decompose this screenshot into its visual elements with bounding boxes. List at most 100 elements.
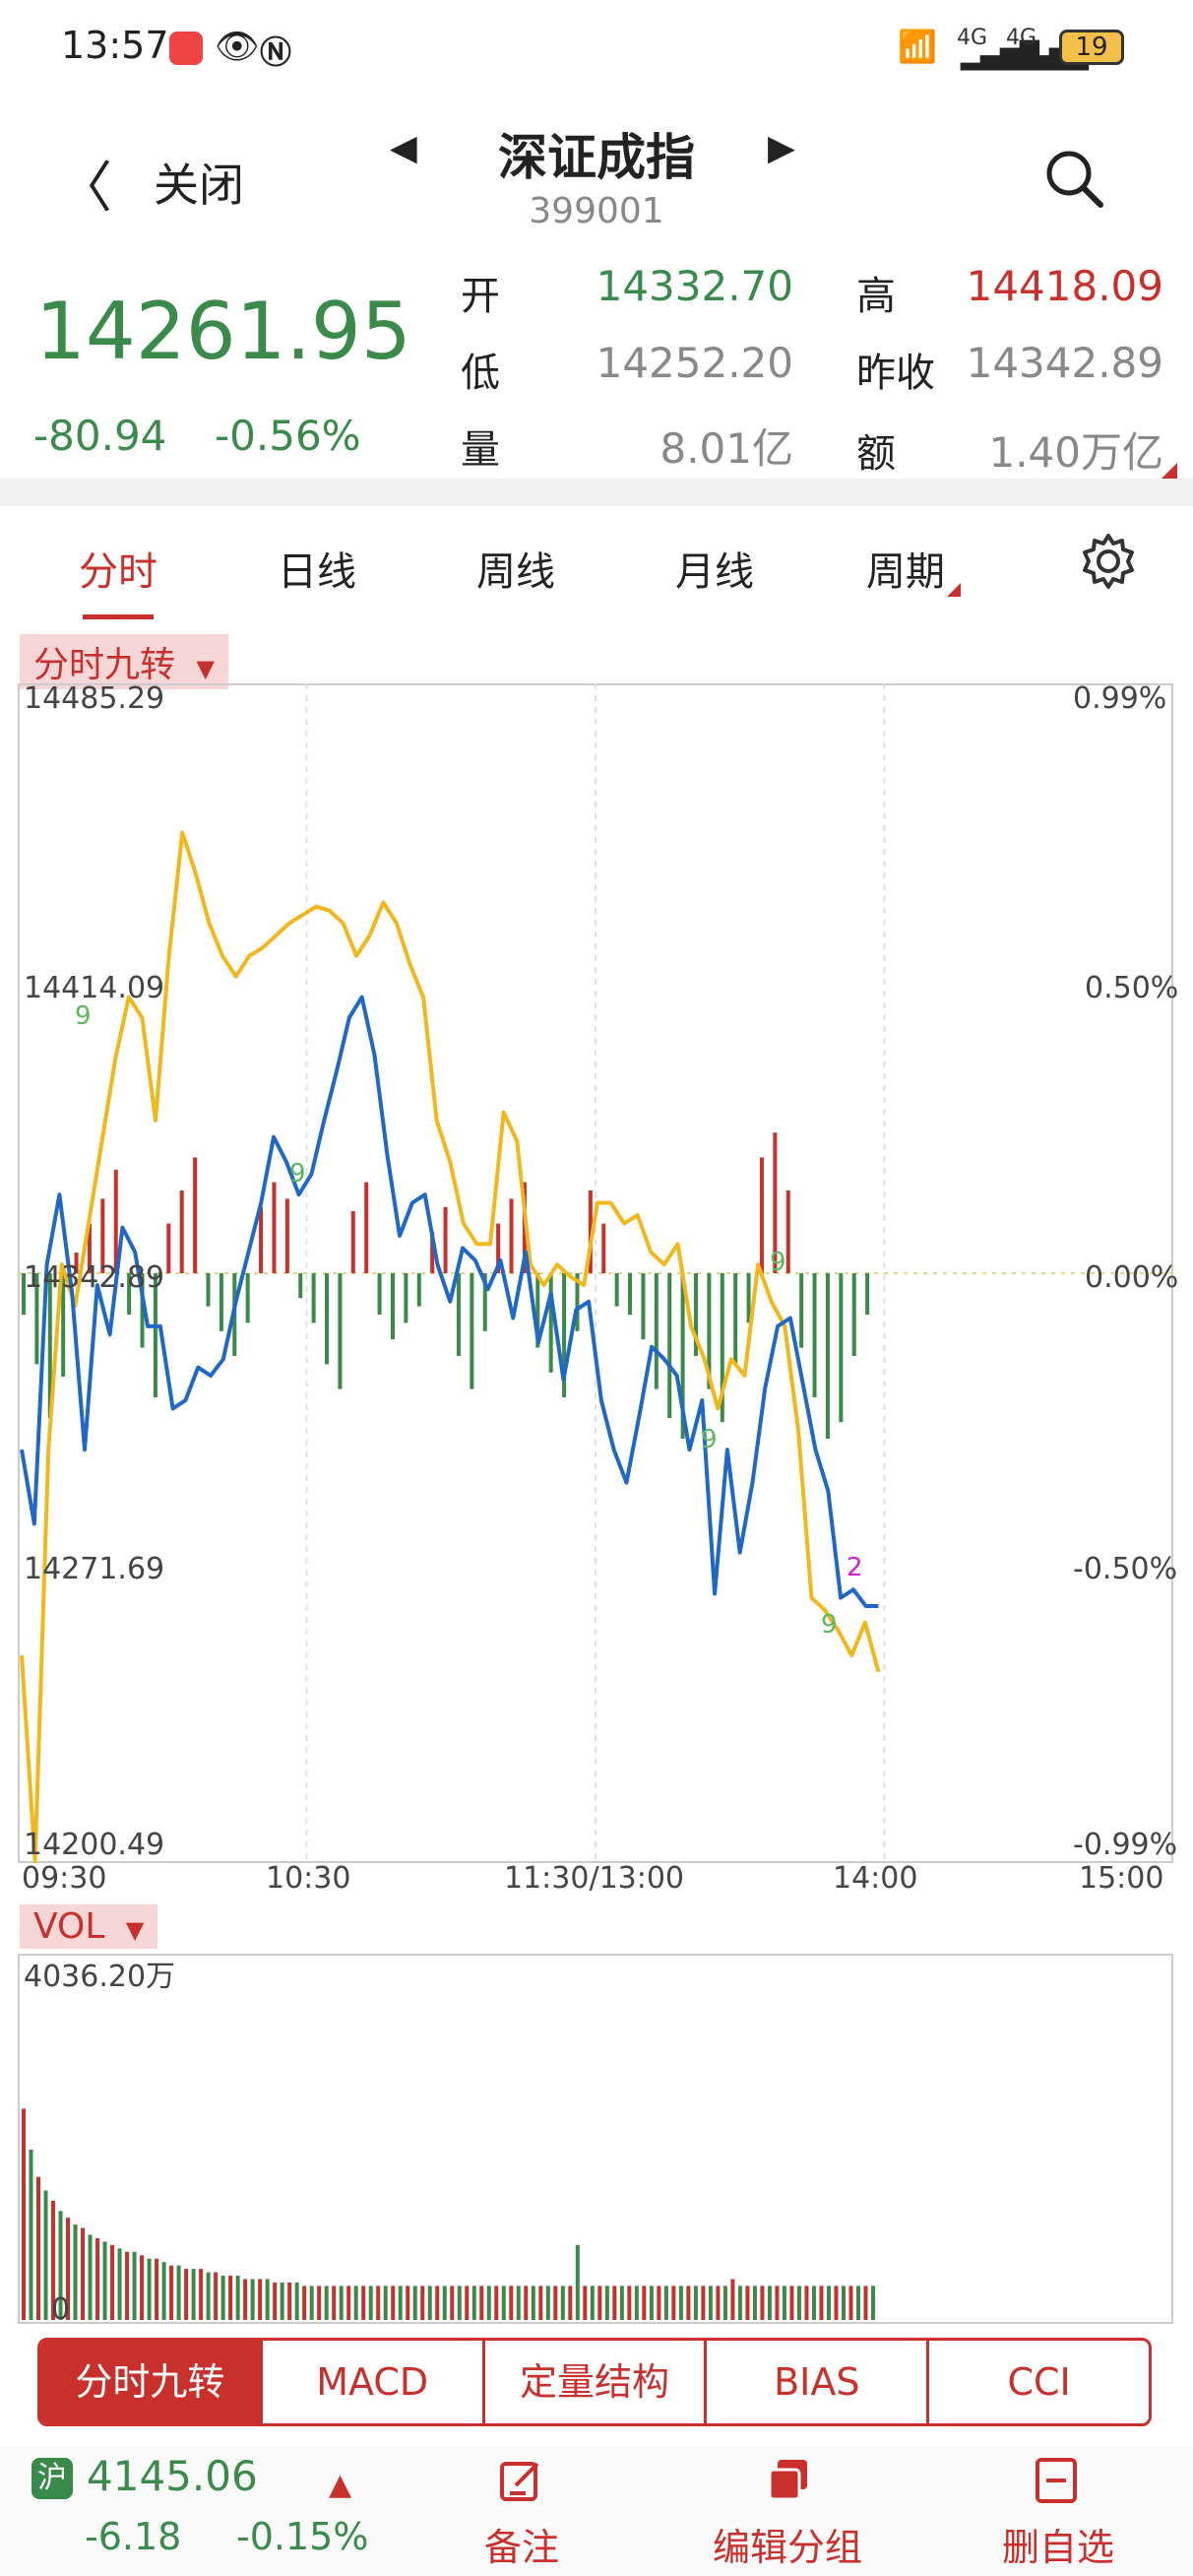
volume-bar	[258, 2279, 263, 2320]
macd-bar	[430, 1232, 435, 1273]
macd-bar	[470, 1273, 474, 1389]
nine-turn-label: 9	[770, 1248, 786, 1277]
volume-bar	[22, 2108, 26, 2320]
expand-up-icon[interactable]: ▲	[329, 2468, 352, 2502]
footer-index-value[interactable]: 4145.06	[87, 2452, 258, 2500]
volume-bar	[102, 2241, 107, 2320]
volume-bar	[353, 2286, 358, 2320]
close-button[interactable]: 关闭	[154, 159, 244, 212]
period-corner-icon	[947, 583, 961, 597]
x-label-1500: 15:00	[1079, 1861, 1164, 1896]
macd-bar	[548, 1273, 553, 1373]
vol-dropdown-icon: ▼	[125, 1916, 145, 1944]
volume-bar	[841, 2286, 846, 2320]
volume-bar	[280, 2282, 284, 2320]
macd-bar	[272, 1182, 277, 1273]
macd-bar	[206, 1273, 211, 1307]
note-icon[interactable]	[496, 2456, 545, 2509]
volume-bar	[376, 2286, 381, 2320]
macd-bar	[865, 1273, 870, 1315]
macd-bar	[127, 1273, 132, 1315]
nine-turn-label: 9	[821, 1610, 838, 1640]
volume-bar	[125, 2251, 130, 2320]
y-label-top: 14485.29	[24, 681, 165, 716]
macd-bar	[720, 1273, 724, 1423]
volume-bar	[235, 2276, 240, 2320]
footer-index-change: -6.18	[85, 2515, 182, 2558]
macd-bar	[825, 1273, 830, 1439]
volume-bar	[657, 2286, 661, 2320]
indicator-tab-macd[interactable]: MACD	[263, 2341, 485, 2423]
tab-monthly[interactable]: 月线	[675, 549, 754, 595]
volume-bar	[737, 2286, 742, 2320]
volume-bar	[29, 2150, 33, 2320]
indicator-tab-quant[interactable]: 定量结构	[485, 2341, 708, 2423]
note-button[interactable]: 备注	[483, 2526, 559, 2569]
volume-bar	[663, 2286, 668, 2320]
search-icon[interactable]	[1043, 148, 1106, 215]
volume-bar	[368, 2286, 373, 2320]
edit-group-icon[interactable]	[764, 2456, 813, 2509]
remove-icon[interactable]	[1032, 2456, 1081, 2509]
volume-bar	[553, 2286, 558, 2320]
macd-bar	[311, 1273, 316, 1323]
volume-bar	[273, 2282, 278, 2320]
edit-group-button[interactable]: 编辑分组	[712, 2526, 862, 2569]
stock-code: 399001	[529, 191, 664, 231]
volume-bar	[176, 2265, 181, 2320]
indicator-tab-bias[interactable]: BIAS	[707, 2341, 930, 2423]
high-value: 14418.09	[966, 262, 1163, 310]
vol-selector[interactable]: VOL ▼	[20, 1904, 158, 1949]
volume-bar	[619, 2286, 624, 2320]
volume-bar	[590, 2286, 595, 2320]
macd-bar	[245, 1273, 250, 1323]
amount-label: 额	[856, 431, 896, 477]
tab-weekly[interactable]: 周线	[476, 549, 555, 595]
volume-bar	[545, 2286, 550, 2320]
volume-bar	[708, 2286, 713, 2320]
volume-bar	[789, 2286, 794, 2320]
macd-bar	[179, 1191, 184, 1273]
open-label: 开	[461, 274, 500, 319]
macd-bar	[416, 1273, 421, 1307]
volume-bar	[457, 2286, 462, 2320]
volume-bar	[796, 2286, 801, 2320]
volume-bar	[294, 2282, 299, 2320]
prev-stock-icon[interactable]: ◀	[390, 128, 417, 168]
volume-chart[interactable]	[18, 1954, 1173, 2324]
macd-bar	[773, 1132, 778, 1273]
back-icon[interactable]: 〈	[57, 157, 112, 221]
macd-bar	[812, 1273, 817, 1397]
volume-bar	[471, 2286, 476, 2320]
status-time: 13:57	[61, 24, 169, 67]
next-stock-icon[interactable]: ▶	[768, 128, 795, 168]
volume-bar	[716, 2286, 721, 2320]
price-change: -80.94	[33, 412, 167, 460]
macd-bar	[100, 1198, 105, 1273]
tab-period[interactable]: 周期	[866, 549, 945, 595]
current-price: 14261.95	[35, 286, 411, 377]
volume-bar	[560, 2286, 565, 2320]
expand-corner-icon[interactable]	[1162, 463, 1177, 479]
macd-bar	[733, 1273, 738, 1365]
indicator-tab-cci[interactable]: CCI	[1007, 2360, 1071, 2404]
tab-intraday[interactable]: 分时	[79, 549, 157, 595]
volume-bar	[855, 2286, 860, 2320]
volume-bar	[752, 2286, 757, 2320]
indicator-selector[interactable]: 分时九转 ▼	[20, 634, 228, 689]
remove-favorite-button[interactable]: 删自选	[1001, 2526, 1114, 2569]
volume-bar	[494, 2286, 499, 2320]
macd-bar	[219, 1273, 223, 1331]
pct-label-mid: 0.00%	[1085, 1260, 1179, 1295]
volume-bar	[811, 2286, 816, 2320]
volume-bar	[43, 2190, 48, 2320]
volume-bar	[184, 2269, 189, 2320]
macd-bar	[34, 1273, 39, 1365]
indicator-tab-nine[interactable]: 分时九转	[40, 2341, 263, 2423]
volume-bar	[678, 2286, 683, 2320]
tab-daily[interactable]: 日线	[278, 549, 356, 595]
gear-icon[interactable]	[1079, 532, 1138, 595]
volume-bar	[568, 2286, 573, 2320]
macd-bar	[680, 1273, 685, 1439]
